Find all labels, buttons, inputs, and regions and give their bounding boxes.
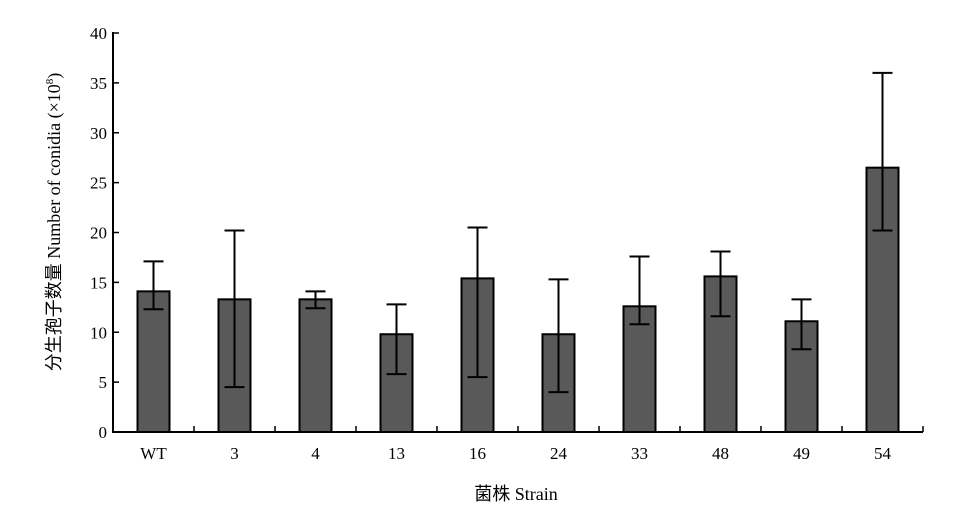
x-tick-label: 33 [631, 444, 648, 463]
y-axis-title-exponent: 8 [44, 78, 56, 84]
x-tick-label: 13 [388, 444, 405, 463]
y-tick-label: 20 [90, 224, 107, 243]
y-tick-label: 5 [99, 373, 108, 392]
bar [298, 298, 333, 433]
x-tick-label: 16 [469, 444, 486, 463]
bar [136, 290, 171, 434]
y-tick-label: 10 [90, 323, 107, 342]
x-tick-label: 48 [712, 444, 729, 463]
x-tick-label: 49 [793, 444, 810, 463]
x-tick-label: 54 [874, 444, 892, 463]
y-tick-label: 0 [99, 423, 108, 442]
y-tick-label: 40 [90, 24, 107, 43]
y-axis-title-main: 分生孢子数量 Number of conidia (×10 [44, 84, 65, 371]
y-tick-label: 25 [90, 174, 107, 193]
y-ticks-group: 0 5 10 15 20 25 30 35 40 [90, 24, 119, 442]
y-tick-label: 30 [90, 124, 107, 143]
x-tick-label: 3 [230, 444, 239, 463]
x-tick-label: 24 [550, 444, 568, 463]
y-tick-label: 15 [90, 273, 107, 292]
x-tick-label: WT [140, 444, 167, 463]
bars-group [136, 166, 900, 434]
x-axis-title: 菌株 Strain [474, 484, 558, 504]
y-axis-title: 分生孢子数量 Number of conidia (×108) [44, 73, 65, 372]
x-tick-label: 4 [311, 444, 320, 463]
error-bars-group [143, 71, 893, 394]
y-tick-label: 35 [90, 74, 107, 93]
y-axis-title-close: ) [44, 73, 65, 79]
x-ticks-group: WT 3 4 13 16 24 33 48 49 54 [112, 426, 924, 463]
